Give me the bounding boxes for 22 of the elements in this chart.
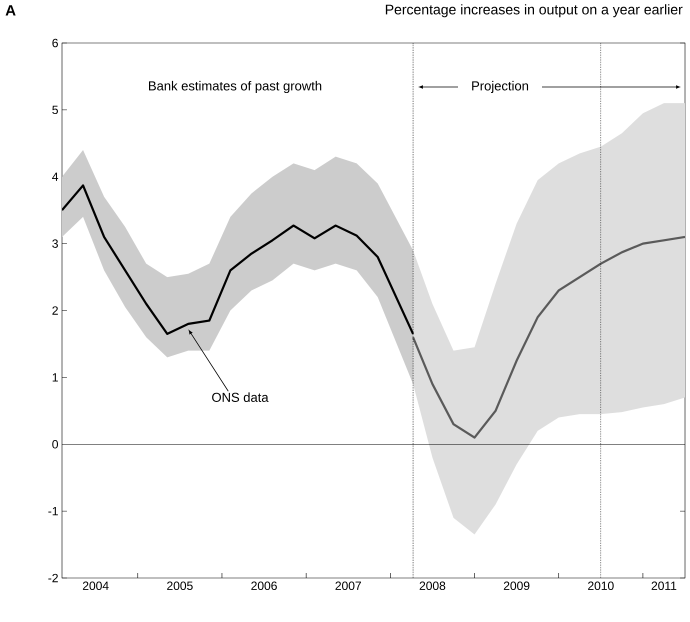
- y-tick-label: 2: [52, 306, 58, 315]
- y-tick-label: -2: [48, 574, 58, 582]
- y-tick-label: 4: [52, 172, 58, 181]
- x-tick-label: 2006: [251, 582, 277, 590]
- y-tick-label: 5: [52, 106, 58, 114]
- x-tick-label: 2007: [335, 582, 361, 590]
- x-tick-label: 2005: [167, 582, 193, 590]
- text: A: [6, 5, 16, 16]
- chart-title: Percentage increases in output on a year earlier: [386, 4, 683, 18]
- x-tick-label: 2010: [588, 582, 614, 590]
- y-tick-label: -1: [48, 507, 58, 516]
- y-tick-label: 0: [52, 440, 58, 448]
- y-tick-label: 1: [52, 373, 58, 382]
- x-tick-label: 2009: [504, 582, 530, 590]
- y-tick-label: 6: [52, 38, 58, 48]
- x-tick-label: 2011: [652, 582, 676, 590]
- x-tick-label: 2004: [82, 582, 109, 590]
- annotation: Bank estimates of past growth: [149, 80, 322, 94]
- y-tick-label: 3: [52, 239, 58, 248]
- x-tick-label: 2008: [420, 582, 446, 590]
- annotation: Projection: [472, 80, 528, 94]
- annotation: ONS data: [212, 392, 269, 402]
